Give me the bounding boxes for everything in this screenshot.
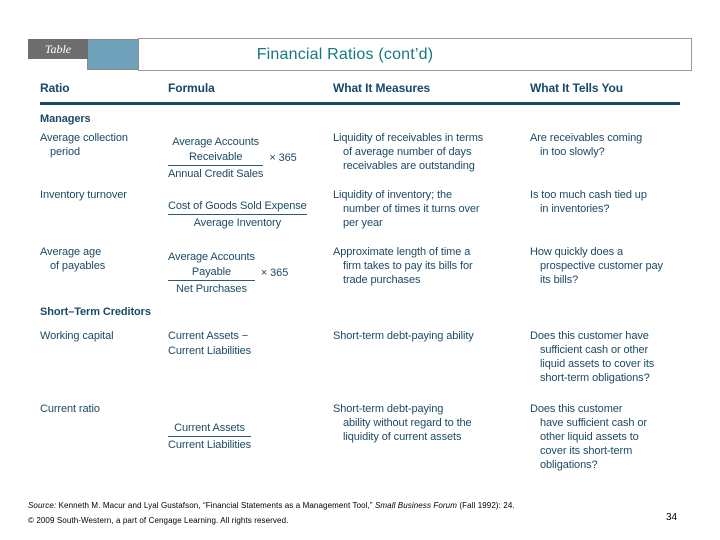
column-header-formula: Formula bbox=[168, 81, 215, 95]
table-row: Average age of payables Average Accounts… bbox=[40, 245, 680, 301]
formula-cell: Cost of Goods Sold Expense Average Invent… bbox=[168, 188, 333, 241]
ratio-cell: Inventory turnover bbox=[40, 189, 127, 201]
fraction: Average Accounts Receivable Annual Credit… bbox=[168, 135, 263, 182]
table-row: Working capital Current Assets − Current… bbox=[40, 329, 680, 388]
tells-cell: Does this customer have sufficient cash … bbox=[530, 403, 647, 471]
column-header-tells: What It Tells You bbox=[530, 81, 623, 95]
fraction-numerator: Average Accounts Payable bbox=[168, 250, 255, 278]
source-suffix: (Fall 1992): 24. bbox=[457, 501, 515, 510]
fraction-numerator: Current Assets bbox=[174, 422, 245, 434]
fraction-numerator: Average Accounts Receivable bbox=[172, 135, 260, 163]
fraction: Average Accounts Payable Net Purchases bbox=[168, 250, 255, 297]
ratio-cell: Working capital bbox=[40, 330, 114, 342]
measures-cell: Short-term debt-paying ability without r… bbox=[333, 403, 472, 443]
section-label-managers: Managers bbox=[40, 113, 91, 125]
table-row: Average collection period Average Accoun… bbox=[40, 131, 680, 185]
table-row: Inventory turnover Cost of Goods Sold Ex… bbox=[40, 188, 680, 241]
column-header-measures: What It Measures bbox=[333, 81, 431, 95]
measures-cell: Approximate length of time a firm takes … bbox=[333, 246, 473, 286]
formula-cell: Current Assets Current Liabilities bbox=[168, 402, 333, 472]
fraction-denominator: Average Inventory bbox=[168, 213, 307, 231]
slide-page-number: 34 bbox=[666, 512, 678, 523]
fraction-denominator: Net Purchases bbox=[168, 279, 255, 297]
ratio-cell: Average collection period bbox=[40, 132, 128, 158]
table-badge: Table bbox=[28, 39, 88, 59]
measures-cell: Liquidity of inventory; the number of ti… bbox=[333, 189, 480, 229]
source-text: Kenneth M. Macur and Lyal Gustafson, “Fi… bbox=[56, 501, 375, 510]
column-header-ratio: Ratio bbox=[40, 81, 70, 95]
tells-cell: Are receivables coming in too slowly? bbox=[530, 132, 643, 158]
fraction: Current Assets Current Liabilities bbox=[168, 421, 251, 453]
formula-cell: Average Accounts Receivable Annual Credit… bbox=[168, 131, 333, 185]
ratio-cell: Average age of payables bbox=[40, 246, 106, 272]
title-box: Financial Ratios (cont’d) bbox=[138, 38, 692, 71]
source-citation: Source: Kenneth M. Macur and Lyal Gustaf… bbox=[28, 501, 688, 510]
tells-cell: How quickly does a prospective customer … bbox=[530, 246, 663, 286]
ratio-cell: Current ratio bbox=[40, 403, 100, 415]
slide-title: Financial Ratios (cont’d) bbox=[256, 45, 434, 63]
fraction-denominator: Current Liabilities bbox=[168, 436, 251, 453]
header-rule bbox=[40, 102, 680, 105]
fraction-multiplier: × 365 bbox=[269, 151, 297, 164]
formula-cell: Average Accounts Payable Net Purchases × … bbox=[168, 245, 333, 301]
tells-cell: Does this customer have sufficient cash … bbox=[530, 330, 655, 384]
formula-cell: Current Assets − Current Liabilities bbox=[168, 330, 252, 357]
source-label: Source: bbox=[28, 501, 57, 510]
copyright-notice: © 2009 South-Western, a part of Cengage … bbox=[28, 516, 289, 525]
fraction-denominator: Annual Credit Sales bbox=[168, 164, 263, 182]
fraction-numerator: Cost of Goods Sold Expense bbox=[168, 199, 307, 212]
table-header-row: Ratio Formula What It Measures What It T… bbox=[40, 80, 680, 96]
tells-cell: Is too much cash tied up in inventories? bbox=[530, 189, 647, 215]
accent-box bbox=[87, 39, 139, 70]
measures-cell: Short-term debt-paying ability bbox=[333, 330, 474, 342]
fraction-multiplier: × 365 bbox=[260, 266, 289, 279]
measures-cell: Liquidity of receivables in terms of ave… bbox=[333, 132, 484, 172]
section-label-short-term-creditors: Short–Term Creditors bbox=[40, 306, 151, 318]
fraction: Cost of Goods Sold Expense Average Invent… bbox=[168, 199, 307, 231]
financial-ratios-table: Ratio Formula What It Measures What It T… bbox=[40, 80, 680, 472]
table-row: Current ratio Current Assets Current Liab… bbox=[40, 402, 680, 472]
source-journal: Small Business Forum bbox=[374, 501, 457, 510]
